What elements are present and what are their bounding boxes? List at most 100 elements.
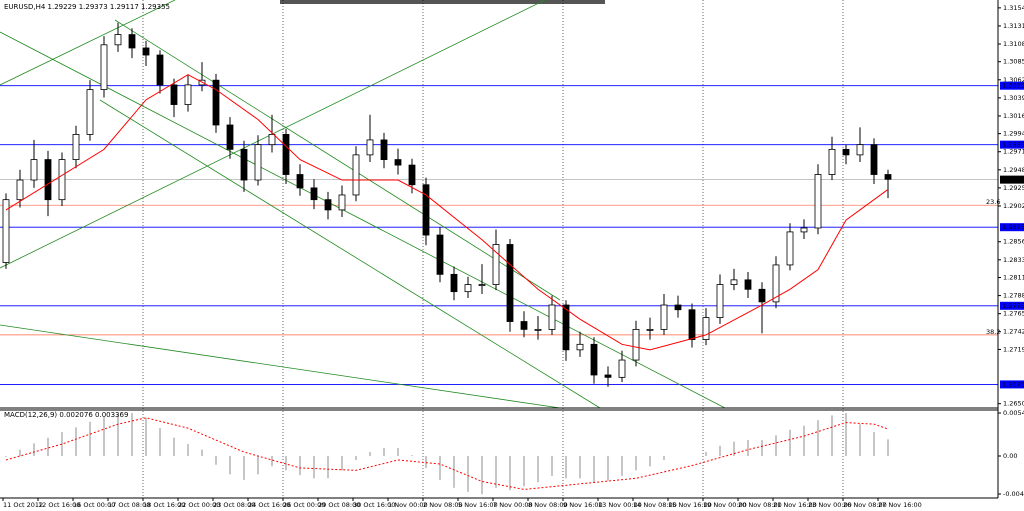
candle-body	[380, 139, 388, 160]
last-price-label: 1.29355	[1002, 176, 1024, 184]
x-tick-label: 20 Nov 08:00	[738, 501, 782, 509]
macd-title: MACD(12,26,9) 0.002076 0.003369	[4, 411, 128, 419]
y-tick-label: 1.31540	[1003, 4, 1024, 12]
candle-body	[800, 227, 808, 233]
candle-body	[394, 159, 402, 166]
candle-body	[548, 304, 556, 330]
candle-body	[338, 194, 346, 211]
x-tick-label: 19 Nov 00:00	[703, 501, 747, 509]
y-tick-label: 1.27650	[1003, 310, 1024, 318]
candle-body	[72, 134, 80, 160]
x-tick-label: 16 Oct 00:00	[73, 501, 115, 509]
candle-body	[534, 328, 542, 331]
x-tick-label: 29 Oct 08:00	[318, 501, 360, 509]
candle-body	[86, 89, 94, 135]
macd-y-tick-label: -0.00477	[1003, 490, 1024, 498]
candle-body	[366, 139, 374, 156]
candle-body	[744, 279, 752, 290]
trend-line	[0, 0, 176, 86]
macd-signal	[5, 417, 889, 490]
candle-body	[30, 159, 38, 181]
candle-body	[282, 134, 290, 175]
candle-body	[16, 179, 24, 201]
y-tick-label: 1.30625	[1003, 76, 1024, 84]
x-tick-label: 12 Oct 16:00	[38, 501, 80, 509]
x-tick-label: 15 Nov 16:00	[668, 501, 712, 509]
candle-body	[184, 84, 192, 105]
x-tick-label: 5 Nov 16:00	[458, 501, 498, 509]
candle-body	[870, 144, 878, 175]
candle-body	[156, 54, 164, 86]
candle-body	[772, 264, 780, 303]
candle-body	[758, 288, 766, 303]
candle-body	[618, 359, 626, 378]
trend-line	[114, 19, 561, 301]
x-tick-label: 1 Nov 00:00	[388, 501, 428, 509]
level-label: 1.28750	[1002, 223, 1024, 231]
y-tick-label: 1.31080	[1003, 40, 1024, 48]
x-tick-label: 9 Nov 16:00	[563, 501, 603, 509]
y-tick-label: 1.30395	[1003, 94, 1024, 102]
x-tick-label: 23 Oct 08:00	[213, 501, 255, 509]
candle-body	[422, 184, 430, 236]
toolbar-edge	[280, 0, 605, 4]
candle-body	[842, 148, 850, 156]
candle-body	[660, 304, 668, 330]
candle-body	[310, 187, 318, 201]
x-tick-label: 26 Oct 00:00	[283, 501, 325, 509]
trend-line	[99, 99, 601, 409]
candle-body	[128, 34, 136, 49]
candle-body	[436, 234, 444, 275]
y-tick-label: 1.29020	[1003, 202, 1024, 210]
trend-line	[0, 31, 726, 409]
y-tick-label: 1.27195	[1003, 345, 1024, 353]
candle-body	[100, 44, 108, 91]
candle-body	[730, 279, 738, 285]
candle-body	[506, 244, 514, 322]
y-tick-label: 1.28565	[1003, 238, 1024, 246]
candle-body	[632, 328, 640, 361]
candle-body	[520, 321, 528, 330]
candle-body	[142, 47, 150, 56]
candle-body	[212, 79, 220, 126]
candle-body	[324, 199, 332, 211]
candle-body	[814, 174, 822, 229]
x-tick-label: 21 Nov 16:00	[773, 501, 817, 509]
candle-body	[478, 284, 486, 286]
y-tick-label: 1.27420	[1003, 328, 1024, 336]
chart-title: EURUSD,H4 1.29229 1.29373 1.29117 1.2935…	[4, 3, 170, 11]
y-tick-label: 1.28335	[1003, 256, 1024, 264]
x-tick-label: 14 Nov 08:00	[633, 501, 677, 509]
fib-label: 23.6	[986, 198, 1000, 206]
x-tick-label: 8 Nov 08:00	[528, 501, 568, 509]
fib-label: 38.2	[986, 328, 1000, 336]
candle-body	[254, 144, 262, 181]
candle-body	[352, 154, 360, 196]
candle-body	[688, 309, 696, 341]
x-tick-label: 11 Oct 2012	[3, 501, 43, 509]
level-box	[1000, 140, 1024, 149]
last-price-box	[1000, 175, 1024, 184]
candle-body	[408, 164, 416, 186]
candle-body	[674, 304, 682, 311]
x-tick-label: 7 Nov 00:00	[493, 501, 533, 509]
x-tick-label: 30 Oct 16:00	[353, 501, 395, 509]
macd-y-tick-label: 0.00	[1003, 452, 1017, 460]
trend-line	[0, 324, 561, 409]
y-tick-label: 1.27880	[1003, 292, 1024, 300]
x-tick-label: 26 Nov 08:00	[843, 501, 887, 509]
y-tick-label: 1.30165	[1003, 112, 1024, 120]
y-tick-label: 1.29940	[1003, 130, 1024, 138]
y-tick-label: 1.28110	[1003, 274, 1024, 282]
candle-body	[716, 284, 724, 318]
candle-body	[856, 144, 864, 156]
candle-body	[114, 34, 122, 46]
candle-body	[492, 244, 500, 285]
candle-body	[240, 148, 248, 181]
level-label: 1.29800	[1002, 141, 1024, 149]
moving-average	[5, 74, 889, 351]
y-tick-label: 1.26505	[1003, 400, 1024, 408]
y-tick-label: 1.29480	[1003, 166, 1024, 174]
